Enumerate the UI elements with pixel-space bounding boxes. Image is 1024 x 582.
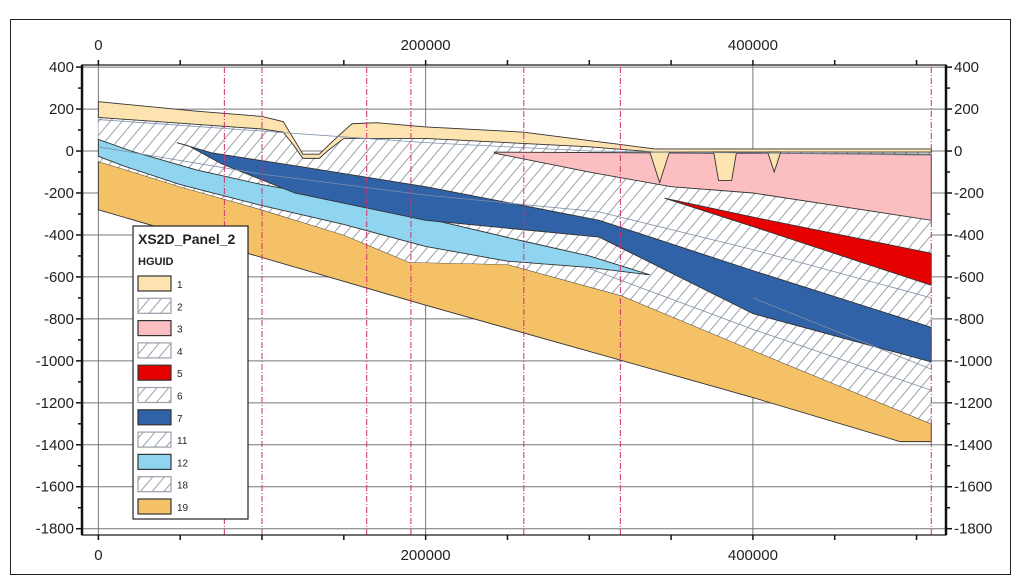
legend-label-11: 11: [177, 436, 188, 447]
y-tick-label-left: 400: [49, 59, 74, 76]
y-tick-label-right: -400: [954, 227, 984, 244]
legend-swatch-1: [137, 275, 172, 292]
y-tick-label-left: -1000: [36, 353, 74, 370]
x-tick-label-bottom: 400000: [728, 547, 778, 564]
y-tick-label-right: -1600: [954, 479, 992, 496]
y-tick-label-right: -1000: [954, 353, 992, 370]
y-tick-label-right: 200: [954, 101, 979, 118]
y-tick-label-right: -1400: [954, 437, 992, 454]
unit-boundary-line: [752, 297, 932, 370]
y-tick-label-left: 200: [49, 101, 74, 118]
y-tick-label-right: -1200: [954, 395, 992, 412]
x-tick-label-top: 400000: [728, 37, 778, 54]
x-tick-label-bottom: 200000: [401, 547, 451, 564]
y-tick-label-right: -1800: [954, 521, 992, 538]
unit-boundary-line: [98, 146, 932, 299]
legend-label-6: 6: [177, 392, 183, 403]
legend-label-5: 5: [177, 369, 183, 380]
layer-1: [713, 151, 738, 181]
legend-swatch-12: [137, 453, 172, 470]
legend-swatch-7: [137, 409, 172, 426]
legend-swatch-5: [137, 364, 172, 381]
y-tick-label-left: -1400: [36, 437, 74, 454]
legend-swatch-6: [137, 386, 172, 404]
y-tick-label-left: -200: [44, 185, 74, 202]
y-tick-label-left: -600: [44, 269, 74, 286]
unit-boundary-line: [589, 268, 932, 391]
legend-label-2: 2: [177, 302, 183, 313]
y-tick-label-right: -600: [954, 269, 984, 286]
legend-label-7: 7: [177, 414, 183, 425]
x-tick-label-top: 200000: [401, 37, 451, 54]
layer-3: [493, 151, 932, 221]
legend-swatch-19: [137, 498, 172, 515]
legend-label-18: 18: [177, 481, 189, 492]
legend-label-19: 19: [177, 503, 189, 514]
unit-boundary-line: [98, 119, 932, 156]
legend-swatch-3: [137, 320, 172, 337]
legend-swatch-18: [137, 476, 172, 493]
legend-label-3: 3: [177, 325, 183, 336]
section-markers: [223, 67, 932, 535]
y-tick-label-right: 400: [954, 59, 979, 76]
y-tick-label-left: 0: [66, 143, 74, 160]
x-tick-label-top: 0: [94, 37, 102, 54]
y-tick-label-left: -400: [44, 227, 74, 244]
legend-field: HGUID: [138, 256, 174, 268]
legend-label-12: 12: [177, 458, 189, 469]
figure-frame: [10, 19, 1011, 575]
y-tick-label-right: -800: [954, 311, 984, 328]
legend-label-1: 1: [177, 280, 183, 291]
y-tick-label-left: -1800: [36, 521, 74, 538]
legend-swatch-2: [137, 297, 172, 314]
layer-1: [97, 101, 932, 159]
y-tick-label-right: 0: [954, 143, 962, 160]
layer-polygons: [97, 101, 932, 443]
y-tick-label-right: -200: [954, 185, 984, 202]
y-tick-label-left: -1600: [36, 479, 74, 496]
legend-swatch-4: [137, 342, 172, 359]
layer-1: [767, 151, 782, 174]
legend-swatch-11: [137, 431, 172, 448]
y-tick-label-left: -800: [44, 311, 74, 328]
legend-label-4: 4: [177, 347, 183, 358]
legend-title: XS2D_Panel_2: [138, 231, 235, 247]
y-tick-label-left: -1200: [36, 395, 74, 412]
x-tick-label-bottom: 0: [94, 547, 102, 564]
